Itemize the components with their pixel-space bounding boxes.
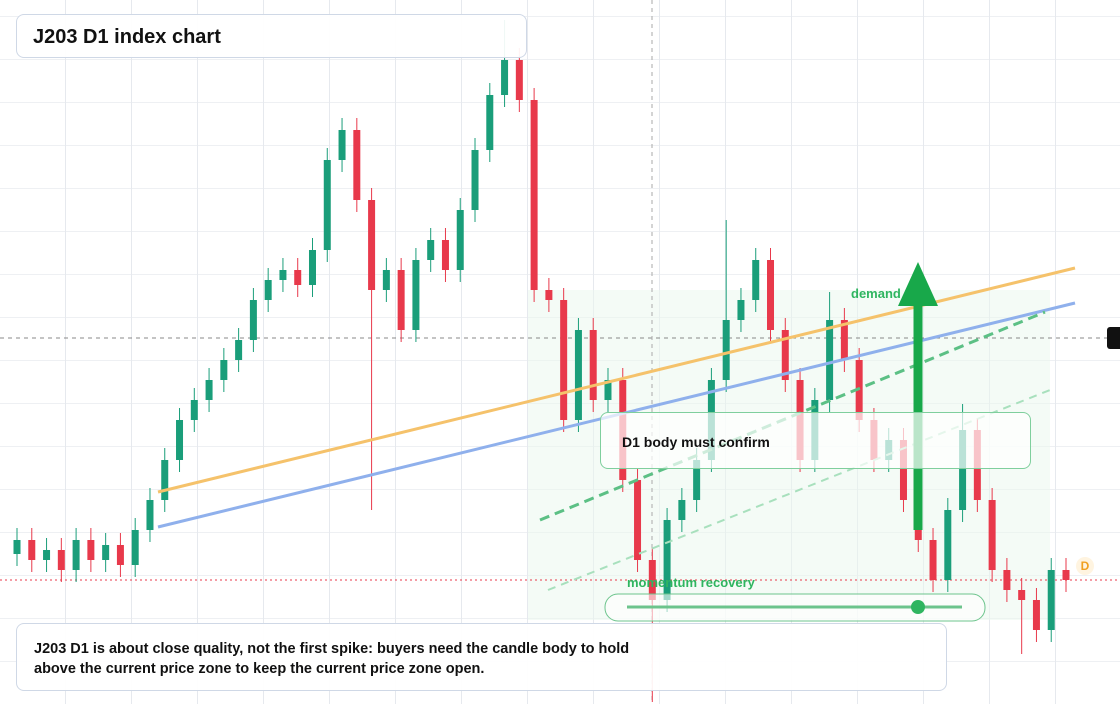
candle-body (456, 210, 464, 270)
candle-body (471, 150, 479, 210)
candle-body (648, 560, 656, 600)
candle-body (678, 500, 686, 520)
candle-body (382, 270, 390, 290)
candle-body (397, 270, 405, 330)
candle-body (279, 270, 287, 280)
candle-body (589, 330, 597, 400)
candle-body (693, 460, 701, 500)
candle-body (323, 160, 331, 250)
candle-body (264, 280, 272, 300)
candle-body (441, 240, 449, 270)
crosshair-button[interactable] (1107, 327, 1120, 349)
chart-title: J203 D1 index chart (33, 26, 221, 48)
candle-body (1047, 570, 1055, 630)
candle-body (560, 300, 568, 420)
candle-body (767, 260, 775, 330)
candle-body (353, 130, 361, 200)
candle-body (634, 480, 642, 560)
candle-body (13, 540, 21, 554)
candle-body (116, 545, 124, 565)
candle-body (501, 60, 509, 95)
candle-body (737, 300, 745, 320)
candle-body (1062, 570, 1070, 580)
title-box: J203 D1 index chart (16, 14, 527, 58)
callout: D1 body must confirm (600, 412, 1031, 469)
candle-body (43, 550, 51, 560)
candle-body (249, 300, 257, 340)
callout-text: D1 body must confirm (622, 434, 770, 450)
candle-body (205, 380, 213, 400)
candle-body (427, 240, 435, 260)
candle-body (412, 260, 420, 330)
slider-handle[interactable] (911, 600, 925, 614)
candle-body (781, 330, 789, 380)
candle-body (146, 500, 154, 530)
candle-body (530, 100, 538, 290)
marker (1076, 557, 1094, 575)
candle-body (190, 400, 198, 420)
candle-body (929, 540, 937, 580)
candle-body (899, 440, 907, 500)
candle-body (1032, 600, 1040, 630)
candle-body (826, 320, 834, 400)
arrow-head (898, 262, 938, 306)
candle-body (1003, 570, 1011, 590)
candle-body (102, 545, 110, 560)
candle-body (722, 320, 730, 380)
candle-body (988, 500, 996, 570)
candle-body (368, 200, 376, 290)
candle-body (944, 510, 952, 580)
candle-body (57, 550, 65, 570)
candle-body (28, 540, 36, 560)
candle-body (752, 260, 760, 300)
note-text: J203 D1 is about close quality, not the … (34, 641, 630, 677)
candle-body (176, 420, 184, 460)
candle-body (235, 340, 243, 360)
candle-body (663, 520, 671, 600)
candle-body (131, 530, 139, 565)
marker-label: D (1081, 559, 1090, 573)
candle-body (959, 430, 967, 510)
candle-body (308, 250, 316, 285)
candle-body (604, 380, 612, 400)
candle-body (87, 540, 95, 560)
note-box: J203 D1 is about close quality, not the … (16, 623, 947, 691)
candle-body (515, 60, 523, 100)
candle-body (161, 460, 169, 500)
candle-body (840, 320, 848, 360)
candle-body (338, 130, 346, 160)
annotation: momentum recovery (627, 575, 756, 590)
candle-body (486, 95, 494, 150)
candle-body (294, 270, 302, 285)
candle-body (545, 290, 553, 300)
candle-body (574, 330, 582, 420)
candle-body (220, 360, 228, 380)
candle-body (72, 540, 80, 570)
candle-body (1018, 590, 1026, 600)
